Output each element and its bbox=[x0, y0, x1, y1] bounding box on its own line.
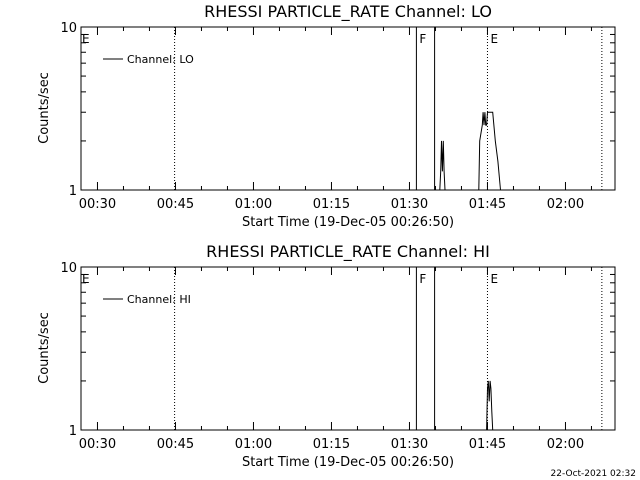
x-tick-label: 01:30 bbox=[391, 437, 428, 452]
x-tick-label: 00:45 bbox=[157, 197, 194, 212]
x-tick-label: 01:45 bbox=[469, 437, 506, 452]
time-marker-label: E bbox=[490, 32, 498, 46]
y-tick-label: 1 bbox=[69, 184, 77, 199]
x-axis-ticks: 00:30 00:45 01:00 01:15 01:30 01:45 02:00 bbox=[79, 27, 592, 212]
plot-panel-hi: RHESSI PARTICLE_RATE Channel: HI E F E 00:… bbox=[37, 242, 616, 470]
time-marker-label: F bbox=[419, 272, 426, 286]
x-axis-label: Start Time (19-Dec-05 00:26:50) bbox=[242, 215, 454, 230]
y-tick-label: 10 bbox=[60, 261, 77, 276]
x-axis-label: Start Time (19-Dec-05 00:26:50) bbox=[242, 455, 454, 470]
series-line-lo bbox=[439, 111, 501, 191]
legend-label: Channel: HI bbox=[127, 293, 191, 306]
plot-frame bbox=[80, 266, 616, 431]
series-line-hi bbox=[486, 380, 494, 431]
x-tick-label: 02:00 bbox=[547, 437, 584, 452]
x-tick-label: 01:30 bbox=[391, 197, 428, 212]
y-axis-label: Counts/sec bbox=[37, 72, 52, 144]
time-marker-label: F bbox=[419, 32, 426, 46]
x-tick-label: 02:00 bbox=[547, 197, 584, 212]
x-tick-label: 01:45 bbox=[469, 197, 506, 212]
x-axis-ticks: 00:30 00:45 01:00 01:15 01:30 01:45 02:00 bbox=[79, 267, 592, 452]
legend-label: Channel: LO bbox=[127, 53, 194, 66]
x-tick-label: 01:00 bbox=[235, 197, 272, 212]
x-tick-label: 00:30 bbox=[79, 437, 116, 452]
y-axis-ticks: 1 10 bbox=[60, 261, 615, 439]
y-tick-label: 10 bbox=[60, 21, 77, 36]
x-tick-label: 00:45 bbox=[157, 437, 194, 452]
footer-timestamp: 22-Oct-2021 02:32 bbox=[551, 469, 636, 479]
y-axis-label: Counts/sec bbox=[37, 312, 52, 384]
plot-panel-lo: RHESSI PARTICLE_RATE Channel: LO E F E 00:… bbox=[37, 2, 616, 230]
time-marker-label: E bbox=[82, 272, 90, 286]
y-axis-ticks: 1 10 bbox=[60, 21, 615, 199]
x-tick-label: 01:00 bbox=[235, 437, 272, 452]
x-tick-label: 00:30 bbox=[79, 197, 116, 212]
x-tick-label: 01:15 bbox=[313, 197, 350, 212]
y-tick-label: 1 bbox=[69, 424, 77, 439]
chart-title: RHESSI PARTICLE_RATE Channel: LO bbox=[204, 2, 492, 22]
time-marker-label: E bbox=[490, 272, 498, 286]
time-marker-label: E bbox=[82, 32, 90, 46]
x-tick-label: 01:15 bbox=[313, 437, 350, 452]
plot-frame bbox=[80, 26, 616, 191]
chart-title: RHESSI PARTICLE_RATE Channel: HI bbox=[206, 242, 490, 262]
